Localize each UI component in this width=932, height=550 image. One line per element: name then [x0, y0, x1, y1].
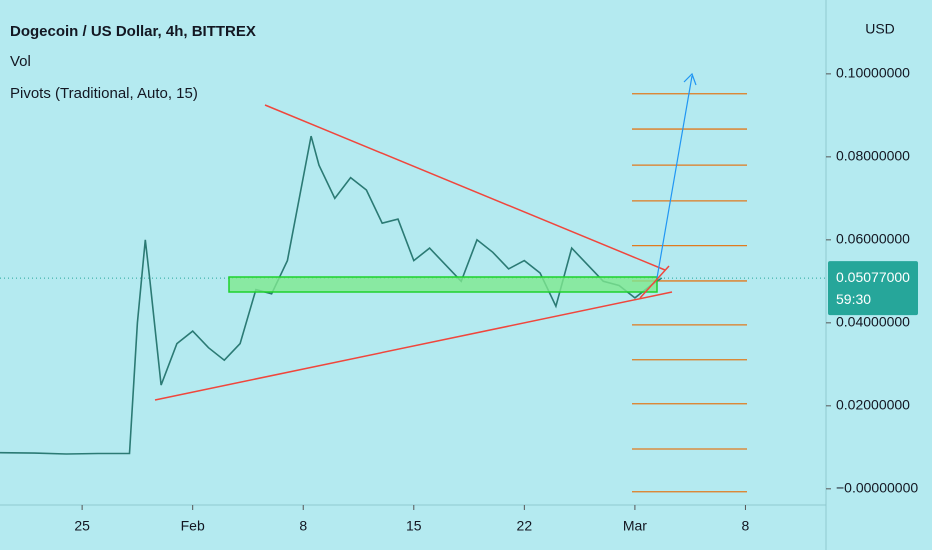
support-zone — [228, 276, 658, 293]
x-tick-label: 25 — [74, 518, 90, 534]
projection-arrow — [656, 72, 697, 279]
x-tick-label: Mar — [623, 518, 647, 534]
y-tick-label: 0.02000000 — [836, 397, 910, 413]
indicator-label: Pivots (Traditional, Auto, 15) — [10, 85, 198, 102]
y-tick-label: 0.04000000 — [836, 314, 910, 330]
x-tick-label: 8 — [742, 518, 750, 534]
y-tick-label: 0.06000000 — [836, 231, 910, 247]
indicator-label: Vol — [10, 53, 31, 70]
plot-area — [0, 93, 826, 493]
x-tick-label: 8 — [299, 518, 307, 534]
y-tick-label: 0.08000000 — [836, 148, 910, 164]
x-tick-label: 15 — [406, 518, 422, 534]
last-price-label: 0.05077000 — [836, 269, 910, 285]
price-line — [0, 135, 663, 455]
currency-label: USD — [865, 21, 895, 37]
lower-trendline — [154, 291, 673, 401]
chart-title: Dogecoin / US Dollar, 4h, BITTREX — [10, 23, 256, 40]
y-tick-label: −0.00000000 — [836, 480, 918, 496]
countdown-label: 59:30 — [836, 291, 871, 307]
triangle-tip — [639, 265, 670, 299]
upper-trendline — [264, 104, 666, 271]
x-tick-label: 22 — [517, 518, 533, 534]
last-price-box — [828, 261, 918, 316]
x-tick-label: Feb — [181, 518, 205, 534]
y-tick-label: 0.10000000 — [836, 65, 910, 81]
